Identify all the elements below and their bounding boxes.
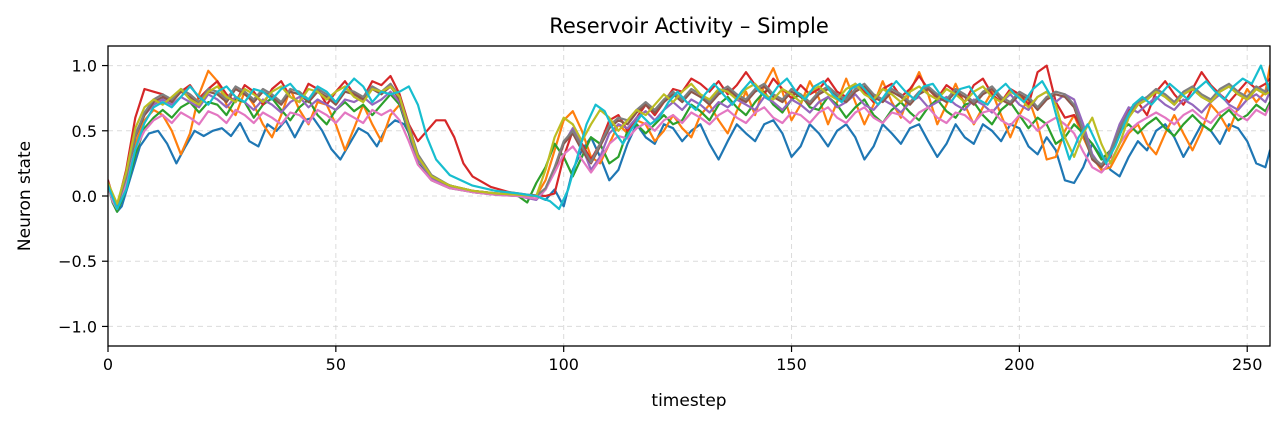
series-line-7 — [108, 103, 1270, 211]
y-tick-label: −1.0 — [58, 317, 97, 336]
series-line-8 — [108, 81, 1270, 208]
x-axis-label: timestep — [651, 391, 726, 411]
x-tick-label: 250 — [1232, 355, 1263, 374]
x-tick-label: 200 — [1004, 355, 1035, 374]
y-tick-label: −0.5 — [58, 252, 97, 271]
y-tick-label: 0.5 — [72, 122, 97, 141]
x-tick-label: 50 — [326, 355, 346, 374]
series-line-1 — [108, 116, 1270, 213]
ticks: 0 50 100 150 200 250 −1.0 −0.5 0.0 0.5 1.0 — [58, 57, 1262, 374]
series-line-9 — [108, 82, 1270, 205]
x-tick-label: 150 — [776, 355, 807, 374]
grid — [107, 46, 1270, 346]
chart-title: Reservoir Activity – Simple — [549, 14, 829, 38]
series-line-5 — [108, 90, 1270, 211]
x-tick-label: 100 — [548, 355, 579, 374]
y-tick-label: 1.0 — [72, 57, 97, 76]
series-layer — [108, 64, 1270, 213]
series-line-10 — [108, 64, 1270, 211]
x-tick-label: 0 — [103, 355, 113, 374]
y-axis-label: Neuron state — [15, 141, 35, 251]
y-tick-label: 0.0 — [72, 187, 97, 206]
